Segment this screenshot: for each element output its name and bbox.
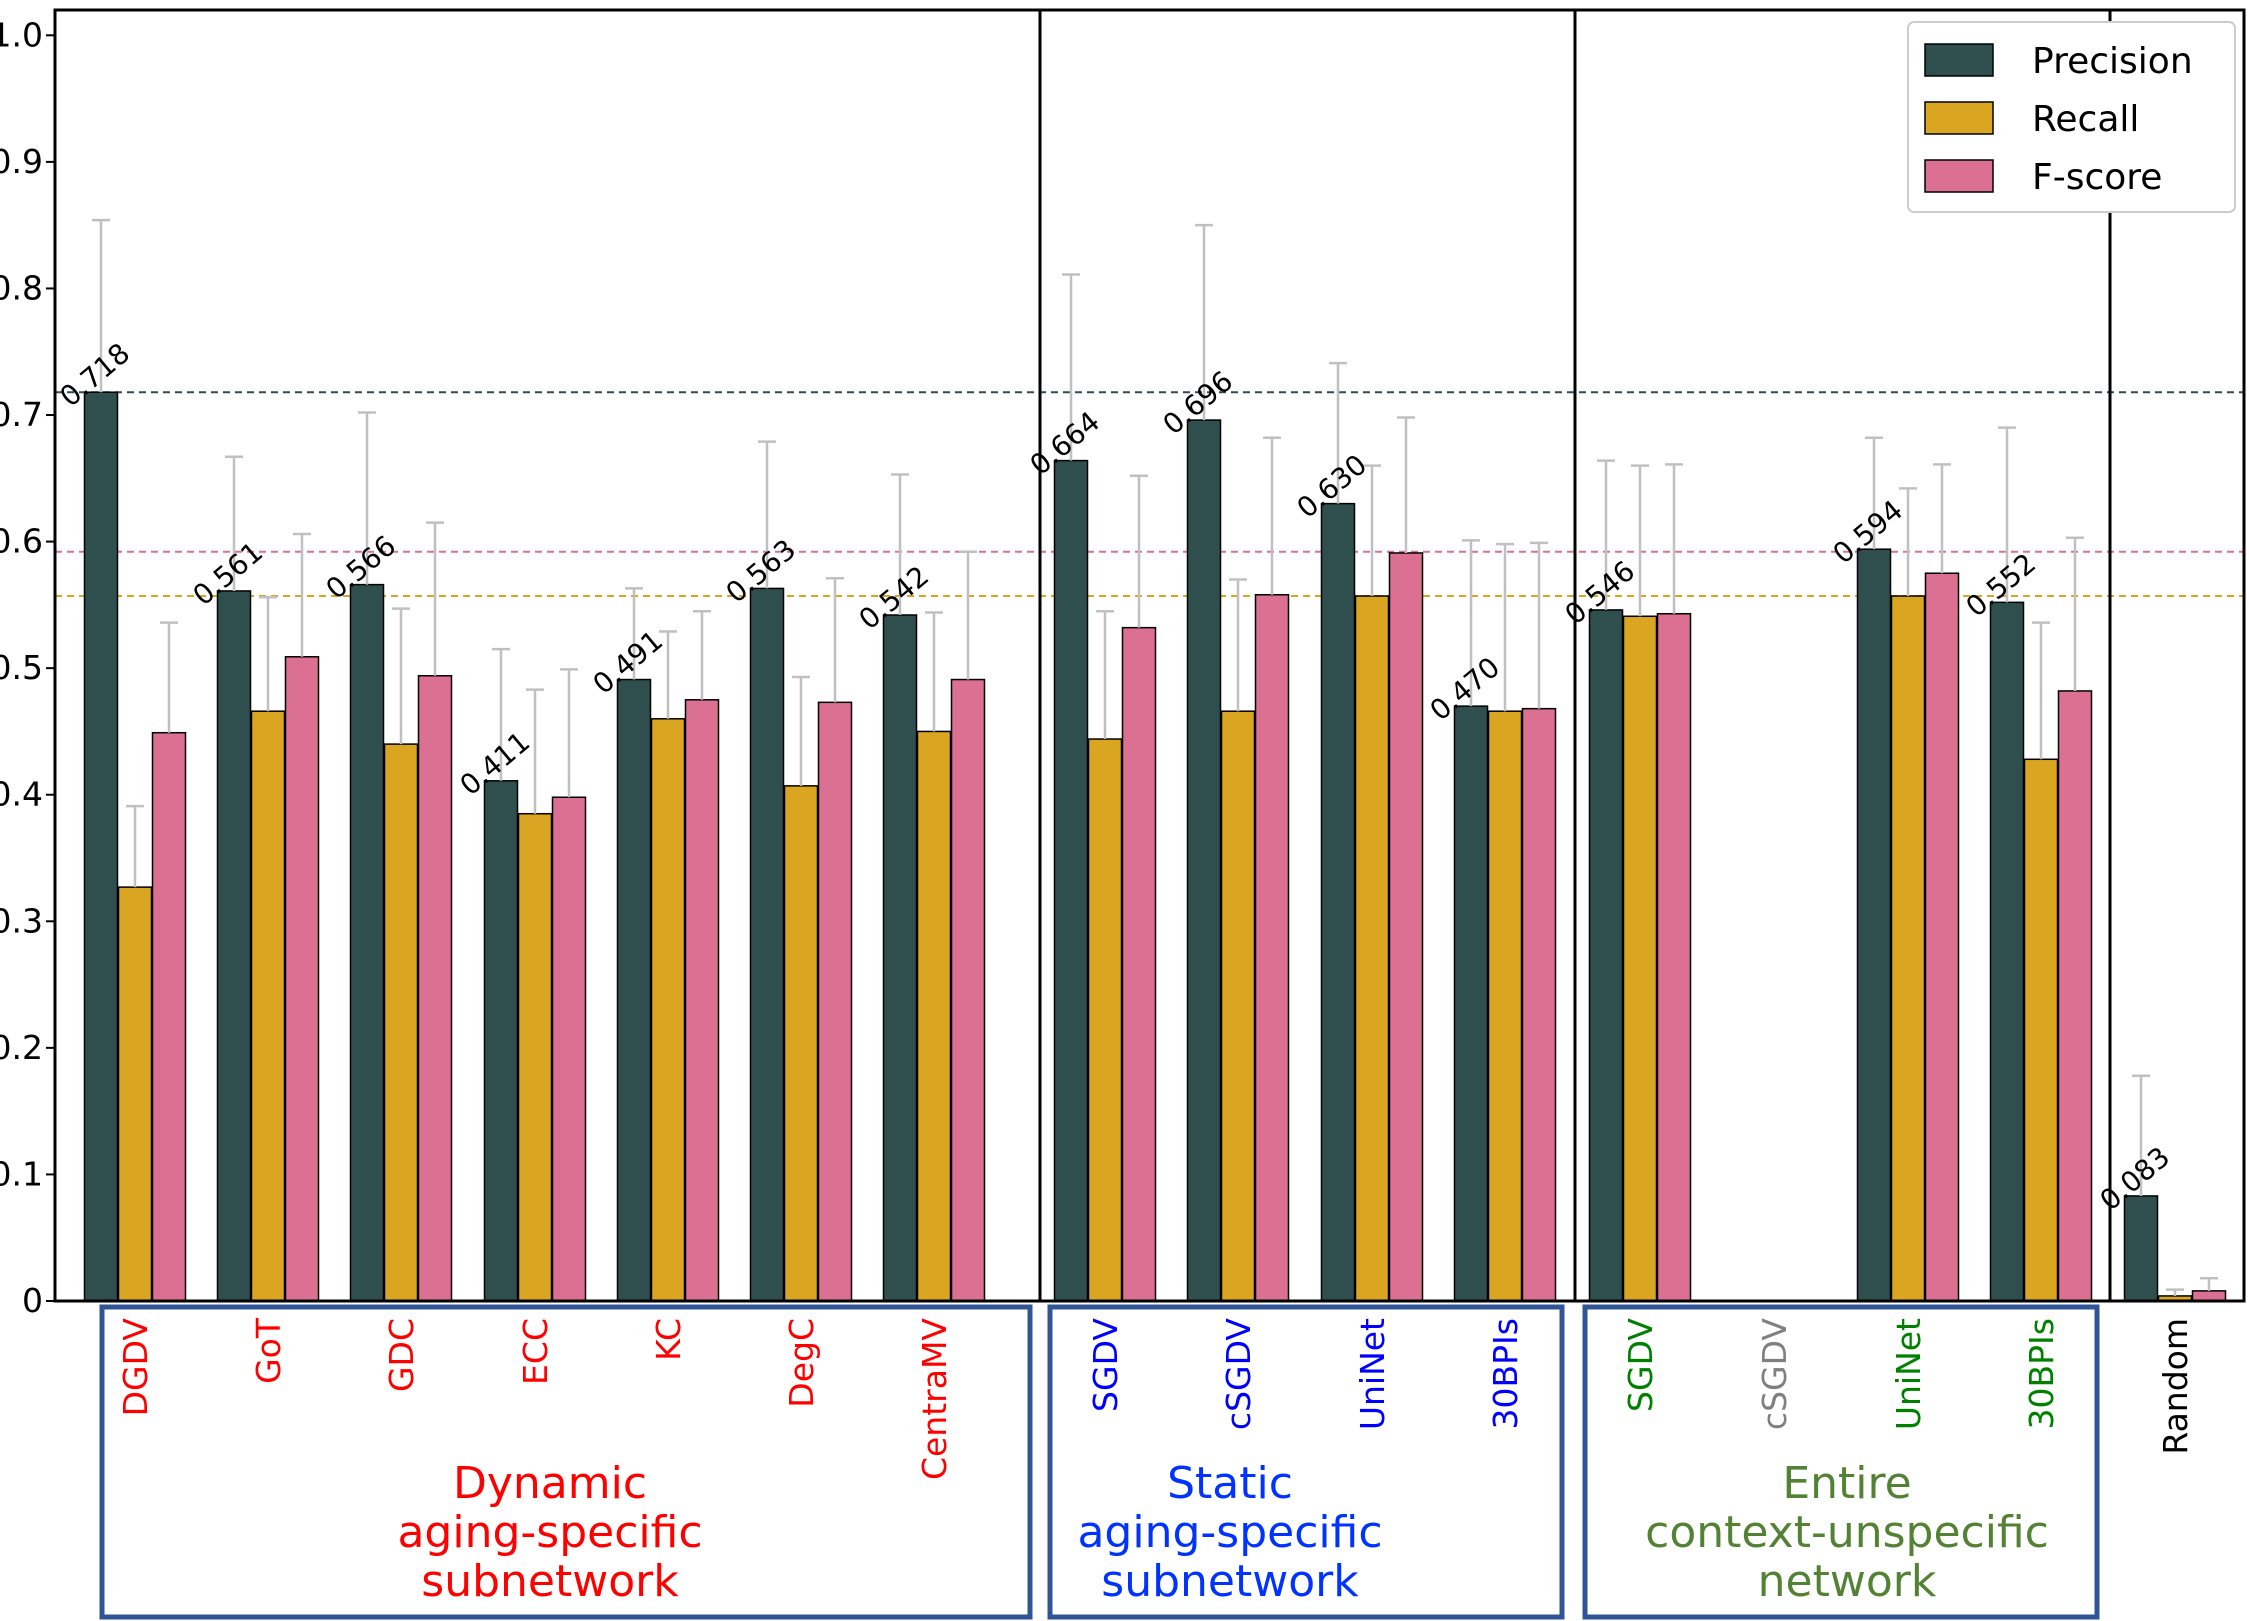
bar-fscore	[551, 796, 587, 1302]
category-label: GDC	[382, 1318, 421, 1392]
category-label: 30BPIs	[2022, 1318, 2061, 1429]
y-tick-label: 0.1	[0, 1154, 43, 1193]
legend: Precision Recall F-score	[1907, 21, 2236, 213]
bar-recall	[1487, 710, 1523, 1302]
bar-recall	[916, 730, 952, 1302]
group-box	[99, 1304, 1033, 1620]
group-box	[1582, 1304, 2100, 1620]
group-title-line: aging-specific	[397, 1507, 702, 1558]
bar-precision	[216, 590, 252, 1302]
bar-fscore	[1521, 707, 1557, 1302]
y-tick-label: 0	[22, 1281, 43, 1320]
bar-recall	[783, 785, 819, 1302]
bar-precision	[616, 678, 652, 1302]
legend-label-precision: Precision	[2032, 41, 2193, 82]
y-tick-label: 0.3	[0, 901, 43, 940]
y-tick-label: 0.5	[0, 648, 43, 687]
category-label: UniNet	[1353, 1318, 1392, 1430]
bar-precision	[483, 780, 519, 1302]
bar-precision	[1320, 502, 1356, 1302]
group-boxes: Dynamicaging-specificsubnetworkStaticagi…	[99, 1304, 2100, 1620]
category-label: SGDV	[1086, 1318, 1125, 1412]
bar-recall	[1890, 595, 1926, 1302]
bar-precision	[1186, 419, 1222, 1302]
legend-label-fscore: F-score	[2032, 157, 2162, 198]
bar-fscore	[2191, 1290, 2227, 1302]
bar-precision	[1453, 705, 1489, 1302]
category-label: cSGDV	[1219, 1318, 1258, 1430]
group-box	[1047, 1304, 1565, 1620]
bar-recall	[517, 812, 553, 1302]
y-tick-label: 0.2	[0, 1028, 43, 1067]
bar-precision	[749, 587, 785, 1302]
bar-fscore	[1121, 626, 1157, 1302]
bar-fscore	[950, 678, 986, 1302]
bar-precision	[1588, 609, 1624, 1302]
category-label: ECC	[516, 1318, 555, 1385]
category-label: DegC	[782, 1318, 821, 1408]
bar-fscore	[151, 731, 187, 1302]
bar-precision	[83, 391, 119, 1302]
bar-recall	[1354, 595, 1390, 1302]
bar-fscore	[1254, 593, 1290, 1302]
bar-fscore	[284, 656, 320, 1302]
x-axis-labels: DGDV GoT GDC ECC KC DegC CentraMV SGDV cSGDV UniN…	[116, 1317, 2195, 1480]
bar-recall	[650, 718, 686, 1302]
group-title-line: context-unspecific	[1645, 1507, 2049, 1558]
error-bars	[92, 218, 2218, 1296]
bar-fscore	[2057, 690, 2093, 1302]
bar-fscore	[1924, 572, 1960, 1302]
bar-recall	[250, 710, 286, 1302]
plot-frame	[53, 8, 2246, 1303]
bar-recall	[1220, 710, 1256, 1302]
group-title-line: Dynamic	[453, 1458, 647, 1509]
category-label: CentraMV	[915, 1318, 954, 1480]
y-axis: 0 0.1 0.2 0.3 0.4 0.5 0.6 0.7 0.8 0.9 1.0	[0, 15, 55, 1320]
bar-precision	[1989, 601, 2025, 1302]
y-tick-label: 0.8	[0, 268, 43, 307]
bar-recall	[1622, 615, 1658, 1302]
bar-fscore	[1656, 612, 1692, 1302]
legend-swatch-fscore	[1924, 159, 1994, 193]
bar-fscore	[817, 701, 853, 1302]
bar-precision	[2123, 1195, 2159, 1302]
group-title-line: network	[1758, 1556, 1937, 1607]
y-tick-label: 0.7	[0, 395, 43, 434]
category-label: SGDV	[1621, 1318, 1660, 1412]
y-tick-label: 0.4	[0, 775, 43, 814]
bar-precision	[882, 614, 918, 1302]
bar-precision	[1856, 548, 1892, 1302]
y-tick-label: 1.0	[0, 15, 43, 54]
y-tick-label: 0.6	[0, 522, 43, 561]
bar-recall	[117, 886, 153, 1302]
category-label: GoT	[249, 1317, 288, 1384]
category-label: cSGDV	[1755, 1318, 1794, 1430]
legend-label-recall: Recall	[2032, 99, 2139, 140]
bar-fscore	[417, 675, 453, 1302]
bar-recall	[383, 743, 419, 1302]
group-title-line: subnetwork	[421, 1556, 679, 1607]
legend-swatch-recall	[1924, 101, 1994, 135]
category-label: DGDV	[116, 1318, 155, 1417]
bar-recall	[1087, 738, 1123, 1302]
bar-recall	[2023, 758, 2059, 1302]
bars	[83, 391, 2227, 1302]
group-title-line: subnetwork	[1101, 1556, 1359, 1607]
bar-precision	[1053, 459, 1089, 1302]
group-title-line: Static	[1167, 1458, 1293, 1509]
bar-precision	[349, 583, 385, 1302]
category-label: 30BPIs	[1486, 1318, 1525, 1429]
category-label: KC	[649, 1318, 688, 1361]
bar-fscore	[1388, 552, 1424, 1302]
bar-fscore	[684, 699, 720, 1302]
group-title-line: Entire	[1782, 1458, 1911, 1509]
category-label: UniNet	[1889, 1318, 1928, 1430]
y-tick-label: 0.9	[0, 142, 43, 181]
category-label: Random	[2156, 1318, 2195, 1455]
legend-swatch-precision	[1924, 43, 1994, 77]
group-title-line: aging-specific	[1077, 1507, 1382, 1558]
